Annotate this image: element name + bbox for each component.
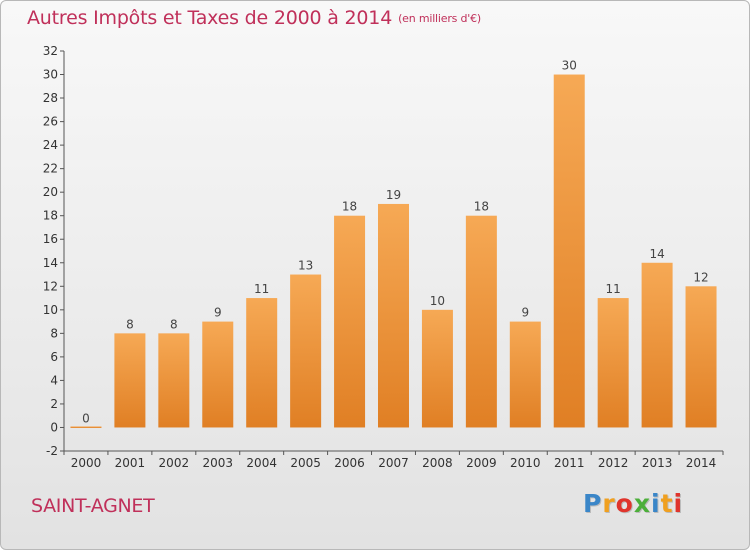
x-tick-label: 2007: [378, 456, 409, 470]
bar: [378, 203, 409, 428]
bar: [202, 321, 234, 428]
x-tick-label: 2010: [510, 456, 541, 470]
x-tick-label: 2009: [466, 456, 497, 470]
bar: [114, 333, 146, 428]
data-label: 9: [521, 306, 529, 320]
y-tick-label: 14: [43, 256, 58, 270]
chart-title: Autres Impôts et Taxes de 2000 à 2014 (en…: [27, 7, 481, 29]
bar: [158, 333, 190, 428]
y-tick-label: 16: [43, 232, 58, 246]
y-tick-label: -2: [46, 444, 58, 458]
logo-letter: o: [615, 489, 634, 518]
chart-bars: [70, 74, 717, 428]
data-label: 11: [254, 282, 269, 296]
x-tick-label: 2014: [686, 456, 717, 470]
y-tick-label: 22: [43, 162, 58, 176]
x-tick-label: 2002: [159, 456, 190, 470]
data-label: 0: [82, 411, 90, 425]
y-tick-label: 18: [43, 209, 58, 223]
x-tick-label: 2000: [71, 456, 102, 470]
bar: [246, 298, 278, 428]
data-label: 14: [649, 247, 664, 261]
x-tick-label: 2003: [202, 456, 233, 470]
data-label: 18: [342, 200, 357, 214]
y-tick-label: 2: [50, 397, 58, 411]
logo-letter: P: [583, 489, 603, 518]
bar: [290, 274, 322, 428]
y-tick-label: 32: [43, 44, 58, 58]
bar: [70, 426, 102, 428]
data-label: 12: [693, 270, 708, 284]
y-tick-label: 12: [43, 279, 58, 293]
data-label: 8: [170, 317, 178, 331]
y-tick-label: 8: [50, 326, 58, 340]
data-label: 19: [386, 188, 401, 202]
y-tick-label: 26: [43, 115, 58, 129]
data-label: 11: [606, 282, 621, 296]
y-tick-label: 20: [43, 185, 58, 199]
logo-letter: i: [651, 489, 661, 518]
bar: [509, 321, 541, 428]
x-tick-label: 2004: [246, 456, 277, 470]
chart-title-text: Autres Impôts et Taxes de 2000 à 2014: [27, 7, 393, 29]
y-tick-label: 24: [43, 138, 58, 152]
proxiti-logo: Proxiti: [583, 489, 683, 518]
y-tick-label: 4: [50, 373, 58, 387]
bar: [685, 286, 717, 428]
x-tick-label: 2001: [115, 456, 146, 470]
x-tick-label: 2011: [554, 456, 585, 470]
bar: [465, 215, 497, 428]
x-tick-label: 2008: [422, 456, 453, 470]
bar: [334, 215, 366, 428]
y-tick-label: 6: [50, 350, 58, 364]
bar: [553, 74, 585, 428]
chart-labels: 0 8 8 9 11 13 18 19 10 18 9 30 11 14 12: [82, 59, 709, 426]
bar: [641, 262, 673, 428]
x-tick-label: 2013: [642, 456, 673, 470]
bar: [421, 309, 453, 428]
bar: [597, 298, 629, 428]
y-tick-label: 28: [43, 91, 58, 105]
commune-name: SAINT-AGNET: [31, 495, 155, 517]
y-tick-label: 0: [50, 420, 58, 434]
chart-unit: (en milliers d'€): [398, 12, 481, 25]
data-label: 9: [214, 306, 222, 320]
logo-letter: t: [660, 489, 674, 518]
y-tick-label: 30: [43, 68, 58, 82]
x-tick-label: 2005: [290, 456, 321, 470]
data-label: 18: [474, 200, 489, 214]
data-label: 8: [126, 317, 134, 331]
x-tick-label: 2006: [334, 456, 365, 470]
logo-letter: x: [633, 489, 651, 518]
logo-letter: r: [602, 489, 616, 518]
logo-letter: i: [673, 489, 684, 518]
data-label: 30: [562, 59, 577, 73]
x-tick-label: 2012: [598, 456, 629, 470]
data-label: 13: [298, 259, 313, 273]
y-tick-label: 10: [43, 303, 58, 317]
data-label: 10: [430, 294, 445, 308]
